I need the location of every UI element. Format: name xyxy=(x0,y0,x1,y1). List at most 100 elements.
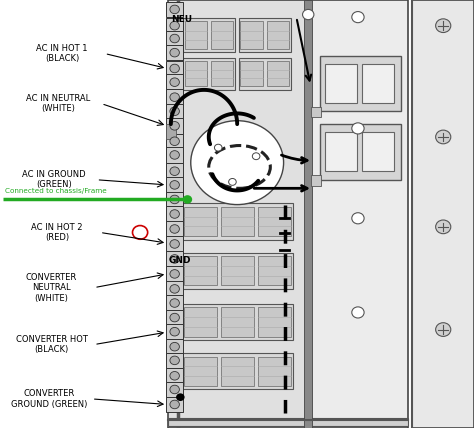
Bar xyxy=(182,253,293,289)
Bar xyxy=(166,192,183,207)
Circle shape xyxy=(352,307,364,318)
Bar xyxy=(240,21,263,49)
Bar xyxy=(182,304,293,340)
Bar xyxy=(166,163,183,179)
Text: AC IN HOT 1
(BLACK): AC IN HOT 1 (BLACK) xyxy=(36,44,88,63)
Circle shape xyxy=(170,240,179,248)
Bar xyxy=(166,324,183,339)
Bar xyxy=(210,61,233,86)
Circle shape xyxy=(170,400,179,409)
Bar xyxy=(221,256,254,285)
Circle shape xyxy=(170,93,179,101)
Bar xyxy=(166,74,183,90)
Circle shape xyxy=(214,144,222,151)
Bar xyxy=(166,118,183,134)
Circle shape xyxy=(436,323,451,336)
Bar xyxy=(166,2,183,17)
Bar xyxy=(183,256,217,285)
Bar xyxy=(166,397,183,412)
Bar xyxy=(310,175,321,186)
Circle shape xyxy=(352,213,364,224)
Bar xyxy=(166,310,183,325)
Text: CONVERTER
GROUND (GREEN): CONVERTER GROUND (GREEN) xyxy=(11,389,87,409)
Text: AC IN HOT 2
(RED): AC IN HOT 2 (RED) xyxy=(31,223,83,242)
Bar xyxy=(182,353,293,389)
Bar xyxy=(266,61,289,86)
Circle shape xyxy=(170,210,179,218)
Circle shape xyxy=(170,167,179,175)
Bar xyxy=(258,256,291,285)
Circle shape xyxy=(170,385,179,394)
Bar xyxy=(166,266,183,282)
Circle shape xyxy=(170,34,179,43)
Bar xyxy=(166,104,183,119)
Bar xyxy=(266,21,289,49)
Circle shape xyxy=(170,107,179,116)
Text: AC IN NEUTRAL
(WHITE): AC IN NEUTRAL (WHITE) xyxy=(27,94,91,113)
Bar xyxy=(166,147,183,163)
Bar xyxy=(221,207,254,236)
Text: CONVERTER HOT
(BLACK): CONVERTER HOT (BLACK) xyxy=(16,335,87,354)
Circle shape xyxy=(170,5,179,14)
Circle shape xyxy=(302,9,314,20)
Bar xyxy=(166,368,183,383)
Circle shape xyxy=(170,21,179,30)
Circle shape xyxy=(191,121,283,205)
Bar xyxy=(221,307,254,337)
Bar xyxy=(258,357,291,386)
Circle shape xyxy=(170,285,179,293)
Bar xyxy=(182,58,235,90)
Circle shape xyxy=(436,130,451,144)
Bar xyxy=(166,124,175,139)
Text: GND: GND xyxy=(168,256,191,265)
Bar xyxy=(184,61,207,86)
Circle shape xyxy=(170,122,179,130)
Bar xyxy=(240,61,263,86)
Circle shape xyxy=(252,153,260,160)
Bar xyxy=(166,177,183,193)
Bar xyxy=(221,357,254,386)
Circle shape xyxy=(352,123,364,134)
Bar xyxy=(166,61,183,76)
Bar xyxy=(320,56,401,111)
Text: Connected to chassis/Frame: Connected to chassis/Frame xyxy=(5,188,107,194)
Bar xyxy=(166,382,183,397)
Bar xyxy=(168,418,408,426)
Circle shape xyxy=(170,255,179,263)
Bar xyxy=(183,307,217,337)
Bar xyxy=(166,221,183,237)
Text: AC IN GROUND
(GREEN): AC IN GROUND (GREEN) xyxy=(22,170,86,190)
Circle shape xyxy=(170,48,179,57)
Bar xyxy=(166,281,183,297)
Bar xyxy=(182,18,235,52)
Circle shape xyxy=(170,151,179,159)
Circle shape xyxy=(133,226,148,239)
Text: NEU: NEU xyxy=(171,15,192,24)
Bar xyxy=(183,207,217,236)
Circle shape xyxy=(182,195,192,204)
Bar xyxy=(258,207,291,236)
Bar xyxy=(258,307,291,337)
Bar xyxy=(184,21,207,49)
Bar xyxy=(166,236,183,252)
Circle shape xyxy=(436,19,451,33)
Bar xyxy=(166,339,183,354)
Circle shape xyxy=(352,12,364,23)
Circle shape xyxy=(170,137,179,146)
Circle shape xyxy=(170,181,179,189)
Bar xyxy=(166,18,183,33)
Circle shape xyxy=(170,78,179,86)
Circle shape xyxy=(436,220,451,234)
Bar xyxy=(166,31,183,46)
Circle shape xyxy=(228,178,236,185)
Circle shape xyxy=(176,393,184,401)
Bar xyxy=(166,251,183,267)
Bar xyxy=(166,89,183,105)
Bar xyxy=(183,357,217,386)
Bar xyxy=(304,0,312,428)
Bar xyxy=(308,0,408,428)
Bar xyxy=(238,58,291,90)
Bar xyxy=(166,134,183,149)
Bar xyxy=(362,64,394,103)
Bar xyxy=(166,295,183,311)
